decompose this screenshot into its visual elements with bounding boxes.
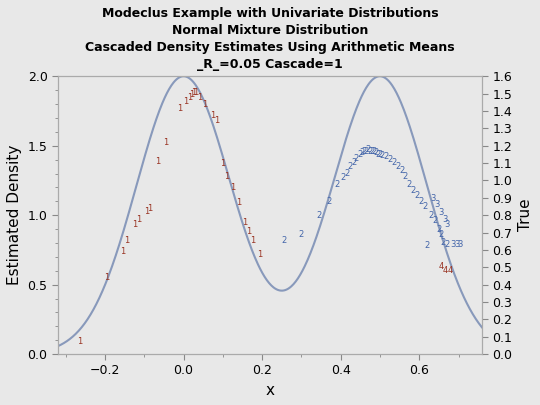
Y-axis label: Estimated Density: Estimated Density	[7, 145, 22, 286]
Text: 1: 1	[236, 198, 241, 207]
Text: 2: 2	[418, 197, 424, 206]
Text: 1: 1	[202, 100, 208, 109]
Text: 2: 2	[411, 185, 416, 195]
Text: 2: 2	[360, 148, 365, 157]
Text: 2: 2	[316, 211, 322, 220]
Text: 1: 1	[120, 247, 125, 256]
Y-axis label: True: True	[518, 199, 533, 232]
Text: 1: 1	[156, 156, 161, 166]
Text: 1: 1	[177, 104, 183, 113]
Text: 4: 4	[448, 266, 453, 275]
Text: 1: 1	[189, 90, 194, 99]
Text: 1: 1	[211, 111, 215, 119]
Text: 2: 2	[415, 191, 420, 200]
Text: 1: 1	[163, 139, 168, 147]
Text: 2: 2	[334, 180, 340, 189]
Text: 2: 2	[299, 230, 304, 239]
Text: 1: 1	[193, 88, 198, 98]
Text: 1: 1	[191, 88, 196, 98]
Text: 2: 2	[399, 166, 404, 175]
Text: 3: 3	[444, 220, 449, 229]
Text: 1: 1	[144, 207, 149, 215]
Text: 3: 3	[454, 240, 459, 249]
Text: 1: 1	[197, 93, 202, 102]
Text: 1: 1	[124, 236, 129, 245]
Text: 1: 1	[224, 172, 230, 181]
Text: 1: 1	[242, 217, 247, 227]
Text: 1: 1	[230, 183, 235, 192]
Text: 3: 3	[450, 240, 455, 249]
Text: 2: 2	[440, 239, 445, 247]
Text: 2: 2	[438, 230, 443, 239]
Text: 2: 2	[424, 241, 430, 250]
Text: 2: 2	[340, 173, 345, 182]
Text: 2: 2	[363, 147, 369, 156]
Text: 3: 3	[438, 208, 443, 217]
Text: 2: 2	[436, 224, 442, 234]
Text: 1: 1	[187, 93, 192, 102]
Text: 2: 2	[375, 149, 381, 159]
Text: 2: 2	[422, 202, 428, 211]
Text: 2: 2	[407, 180, 412, 189]
Text: 2: 2	[391, 158, 396, 167]
Text: 2: 2	[403, 172, 408, 181]
Text: 2: 2	[444, 240, 449, 249]
Text: 2: 2	[357, 149, 363, 159]
Text: 2: 2	[366, 145, 371, 154]
X-axis label: x: x	[266, 383, 274, 398]
Text: 2: 2	[326, 197, 332, 206]
Text: 1: 1	[246, 227, 251, 237]
Text: 2: 2	[374, 148, 379, 157]
Text: 2: 2	[281, 236, 286, 245]
Text: 2: 2	[369, 147, 375, 156]
Text: 1: 1	[77, 337, 82, 346]
Text: 3: 3	[430, 194, 436, 203]
Text: 2: 2	[344, 169, 349, 178]
Text: 1: 1	[147, 204, 153, 213]
Text: 2: 2	[387, 155, 393, 164]
Text: 1: 1	[214, 116, 220, 125]
Text: 1: 1	[104, 273, 110, 282]
Text: 4: 4	[438, 262, 443, 271]
Text: 2: 2	[352, 158, 357, 167]
Text: 2: 2	[354, 154, 359, 163]
Text: 3: 3	[458, 240, 463, 249]
Text: 2: 2	[372, 147, 377, 156]
Text: 2: 2	[377, 149, 383, 159]
Text: 2: 2	[383, 152, 388, 161]
Text: 1: 1	[183, 97, 188, 106]
Text: 2: 2	[368, 147, 373, 156]
Text: 2: 2	[362, 147, 367, 156]
Text: 1: 1	[249, 236, 255, 245]
Text: 2: 2	[395, 162, 400, 171]
Text: 2: 2	[348, 162, 353, 171]
Title: Modeclus Example with Univariate Distributions
Normal Mixture Distribution
Casca: Modeclus Example with Univariate Distrib…	[85, 7, 455, 71]
Text: 2: 2	[379, 151, 384, 160]
Text: 1: 1	[132, 220, 137, 229]
Text: 2: 2	[433, 216, 437, 225]
Text: 3: 3	[434, 200, 440, 209]
Text: 3: 3	[442, 215, 448, 224]
Text: 1: 1	[258, 249, 263, 258]
Text: 1: 1	[136, 215, 141, 224]
Text: 2: 2	[428, 211, 434, 220]
Text: 1: 1	[220, 159, 226, 168]
Text: 4: 4	[442, 266, 448, 275]
